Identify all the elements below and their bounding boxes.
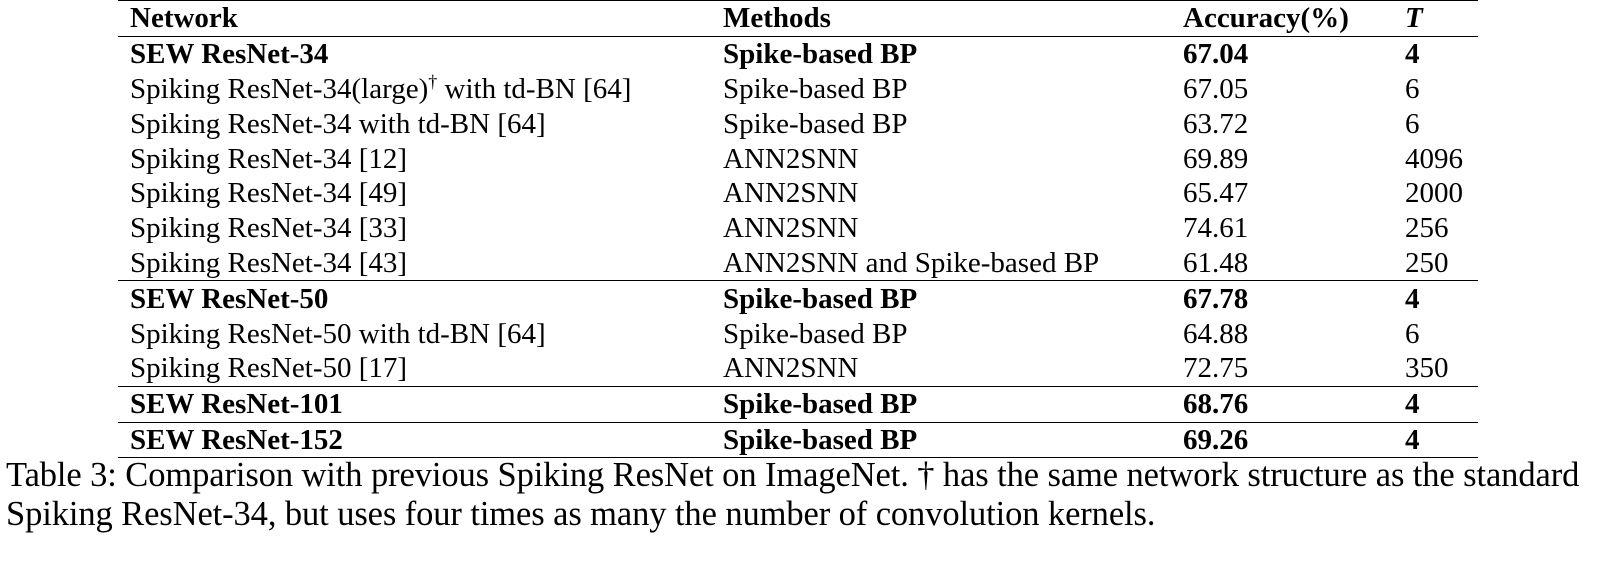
results-table-container: Network Methods Accuracy(%) T SEW ResNet… [118, 0, 1478, 459]
cell-methods: Spike-based BP [711, 385, 1171, 423]
cell-accuracy: 65.47 [1183, 177, 1249, 210]
cell-t: 350 [1405, 352, 1449, 385]
results-table: Network Methods Accuracy(%) T SEW ResNet… [118, 0, 1478, 459]
table-row: Spiking ResNet-34 [12] ANN2SNN 69.89 409… [118, 141, 1478, 176]
cell-methods: Spike-based BP [723, 38, 918, 71]
table-row: Spiking ResNet-34 [33] ANN2SNN 74.61 256 [118, 211, 1478, 246]
cell-t: 4 [1393, 421, 1478, 459]
cell-accuracy: 72.75 [1183, 352, 1249, 385]
cell-network: Spiking ResNet-34(large)† with td-BN [64… [118, 72, 711, 107]
cell-methods: Spike-based BP [711, 280, 1171, 317]
group-resnet-50: SEW ResNet-50 Spike-based BP 67.78 4 Spi… [118, 280, 1478, 386]
cell-network: SEW ResNet-34 [130, 38, 329, 71]
table-row: Spiking ResNet-34(large)† with td-BN [64… [118, 72, 1478, 107]
cell-network: Spiking ResNet-34 [49] [130, 177, 408, 210]
cell-methods: Spike-based BP [723, 72, 908, 105]
cell-methods: Spike-based BP [723, 317, 908, 350]
table-row: SEW ResNet-50 Spike-based BP 67.78 4 [118, 280, 1478, 317]
group-resnet-152: SEW ResNet-152 Spike-based BP 69.26 4 [118, 421, 1478, 459]
cell-accuracy: 68.76 [1171, 385, 1393, 423]
header-network: Network [118, 0, 711, 37]
cell-network: SEW ResNet-152 [118, 421, 711, 459]
cell-network: SEW ResNet-50 [118, 280, 711, 317]
cell-methods: ANN2SNN and Spike-based BP [723, 246, 1100, 279]
table-row: SEW ResNet-34 Spike-based BP 67.04 4 [118, 36, 1478, 71]
cell-t: 4 [1393, 385, 1478, 423]
cell-t: 6 [1405, 107, 1420, 140]
cell-accuracy: 67.05 [1183, 72, 1249, 105]
cell-methods: ANN2SNN [723, 212, 859, 245]
cell-t: 256 [1405, 212, 1449, 245]
cell-network: Spiking ResNet-34 [33] [130, 212, 408, 245]
cell-accuracy: 67.04 [1183, 38, 1249, 71]
cell-accuracy: 64.88 [1183, 317, 1249, 350]
cell-methods: Spike-based BP [723, 107, 908, 140]
cell-t: 4096 [1405, 142, 1463, 175]
cell-t: 2000 [1405, 177, 1463, 210]
cell-t: 4 [1393, 280, 1478, 317]
table-row: Spiking ResNet-34 with td-BN [64] Spike-… [118, 106, 1478, 141]
cell-methods: Spike-based BP [711, 421, 1171, 459]
table-header-row: Network Methods Accuracy(%) T [118, 0, 1478, 37]
table-row: Spiking ResNet-50 with td-BN [64] Spike-… [118, 316, 1478, 351]
cell-network: SEW ResNet-101 [118, 385, 711, 423]
cell-network: Spiking ResNet-50 with td-BN [64] [130, 317, 546, 350]
cell-accuracy: 67.78 [1171, 280, 1393, 317]
table-caption: Table 3: Comparison with previous Spikin… [6, 456, 1580, 533]
dagger-mark: † [428, 71, 438, 92]
table-row: Spiking ResNet-50 [17] ANN2SNN 72.75 350 [118, 351, 1478, 386]
header-accuracy: Accuracy(%) [1171, 0, 1393, 37]
cell-accuracy: 74.61 [1183, 212, 1249, 245]
cell-t: 4 [1405, 38, 1420, 71]
cell-network: Spiking ResNet-34 [12] [130, 142, 408, 175]
group-resnet-101: SEW ResNet-101 Spike-based BP 68.76 4 [118, 385, 1478, 423]
cell-network: Spiking ResNet-34 with td-BN [64] [130, 107, 546, 140]
table-row: Spiking ResNet-34 [43] ANN2SNN and Spike… [118, 246, 1478, 281]
cell-methods: ANN2SNN [723, 142, 859, 175]
network-name: Spiking ResNet-34(large) [130, 72, 429, 105]
table-row: Spiking ResNet-34 [49] ANN2SNN 65.47 200… [118, 176, 1478, 211]
network-suffix: with td-BN [64] [437, 72, 632, 105]
cell-network: Spiking ResNet-34 [43] [130, 246, 408, 279]
cell-network: Spiking ResNet-50 [17] [130, 352, 408, 385]
cell-accuracy: 69.26 [1171, 421, 1393, 459]
cell-t: 6 [1405, 317, 1420, 350]
cell-accuracy: 63.72 [1183, 107, 1249, 140]
header-t: T [1393, 0, 1478, 37]
cell-t: 6 [1405, 72, 1420, 105]
cell-t: 250 [1405, 246, 1449, 279]
header-methods: Methods [711, 0, 1171, 37]
cell-accuracy: 61.48 [1183, 246, 1249, 279]
table-row: SEW ResNet-101 Spike-based BP 68.76 4 [118, 385, 1478, 423]
group-resnet-34: SEW ResNet-34 Spike-based BP 67.04 4 Spi… [118, 36, 1478, 281]
cell-accuracy: 69.89 [1183, 142, 1249, 175]
cell-methods: ANN2SNN [723, 352, 859, 385]
cell-methods: ANN2SNN [723, 177, 859, 210]
table-row: SEW ResNet-152 Spike-based BP 69.26 4 [118, 421, 1478, 459]
